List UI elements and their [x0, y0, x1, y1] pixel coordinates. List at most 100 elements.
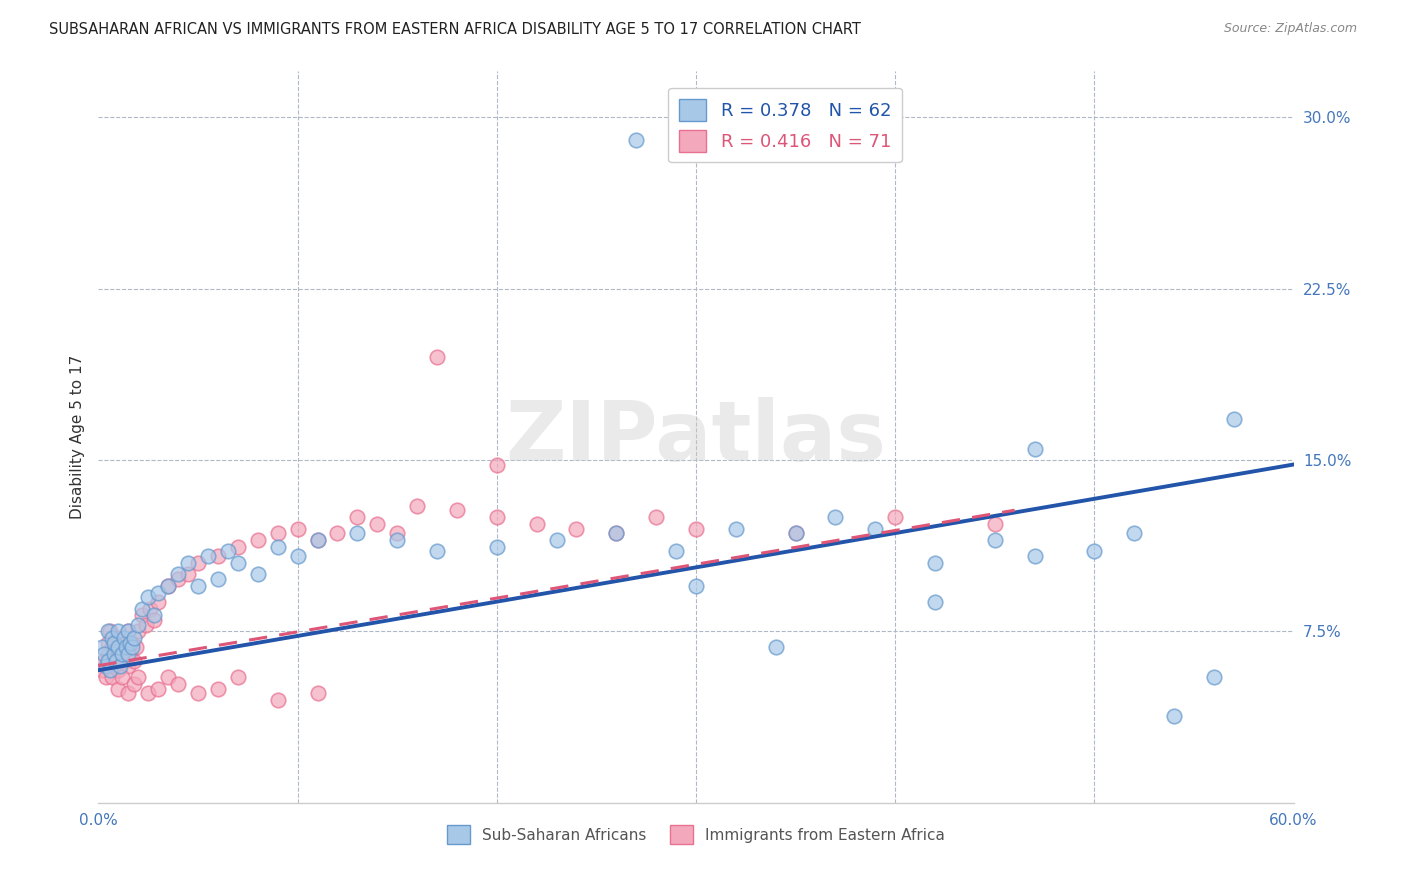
Point	[103, 636, 125, 650]
Point	[93, 647, 115, 661]
Point	[485, 510, 508, 524]
Point	[107, 640, 129, 655]
Point	[97, 654, 120, 668]
Point	[91, 640, 114, 655]
Point	[157, 579, 180, 593]
Point	[127, 617, 149, 632]
Point	[167, 567, 190, 582]
Point	[117, 624, 139, 639]
Point	[924, 556, 946, 570]
Point	[645, 510, 668, 524]
Point	[167, 677, 190, 691]
Point	[287, 521, 309, 535]
Point	[1123, 526, 1146, 541]
Point	[197, 549, 219, 563]
Point	[115, 640, 138, 655]
Point	[110, 647, 132, 661]
Point	[124, 632, 146, 646]
Point	[446, 503, 468, 517]
Point	[1024, 549, 1046, 563]
Point	[111, 640, 134, 655]
Point	[665, 544, 688, 558]
Point	[485, 458, 508, 472]
Point	[785, 526, 807, 541]
Point	[1083, 544, 1105, 558]
Point	[101, 640, 124, 655]
Point	[287, 549, 309, 563]
Point	[110, 658, 132, 673]
Text: Source: ZipAtlas.com: Source: ZipAtlas.com	[1223, 22, 1357, 36]
Point	[187, 686, 209, 700]
Point	[526, 516, 548, 531]
Point	[226, 556, 249, 570]
Point	[385, 533, 409, 547]
Point	[346, 510, 368, 524]
Point	[96, 658, 118, 673]
Text: SUBSAHARAN AFRICAN VS IMMIGRANTS FROM EASTERN AFRICA DISABILITY AGE 5 TO 17 CORR: SUBSAHARAN AFRICAN VS IMMIGRANTS FROM EA…	[49, 22, 860, 37]
Point	[121, 640, 143, 655]
Point	[124, 654, 146, 668]
Point	[124, 677, 146, 691]
Point	[167, 572, 190, 586]
Point	[207, 572, 229, 586]
Point	[98, 658, 122, 673]
Point	[984, 533, 1007, 547]
Point	[426, 350, 449, 364]
Point	[605, 526, 627, 541]
Point	[98, 663, 122, 677]
Point	[924, 595, 946, 609]
Point	[626, 133, 648, 147]
Point	[307, 686, 329, 700]
Point	[226, 670, 249, 684]
Point	[326, 526, 349, 541]
Point	[98, 624, 122, 639]
Point	[97, 647, 120, 661]
Point	[112, 636, 135, 650]
Point	[143, 608, 166, 623]
Point	[120, 636, 142, 650]
Point	[207, 681, 229, 696]
Point	[105, 658, 128, 673]
Point	[105, 654, 128, 668]
Point	[226, 540, 249, 554]
Point	[267, 540, 290, 554]
Point	[148, 681, 170, 696]
Point	[111, 670, 134, 684]
Point	[93, 654, 115, 668]
Point	[824, 510, 846, 524]
Point	[107, 663, 129, 677]
Point	[148, 595, 170, 609]
Point	[117, 686, 139, 700]
Point	[107, 681, 129, 696]
Point	[120, 647, 142, 661]
Point	[217, 544, 239, 558]
Point	[884, 510, 907, 524]
Point	[117, 647, 139, 661]
Point	[865, 521, 887, 535]
Point	[117, 624, 139, 639]
Point	[984, 516, 1007, 531]
Point	[96, 670, 118, 684]
Point	[1223, 412, 1246, 426]
Point	[111, 647, 134, 661]
Point	[406, 499, 429, 513]
Point	[177, 556, 200, 570]
Point	[426, 544, 449, 558]
Point	[1024, 442, 1046, 456]
Point	[115, 647, 138, 661]
Point	[207, 549, 229, 563]
Point	[307, 533, 329, 547]
Point	[136, 590, 159, 604]
Point	[131, 608, 153, 623]
Point	[267, 693, 290, 707]
Point	[307, 533, 329, 547]
Point	[605, 526, 627, 541]
Point	[112, 632, 135, 646]
Y-axis label: Disability Age 5 to 17: Disability Age 5 to 17	[69, 355, 84, 519]
Point	[765, 640, 787, 655]
Point	[267, 526, 290, 541]
Point	[107, 632, 129, 646]
Point	[135, 617, 157, 632]
Point	[107, 624, 129, 639]
Point	[125, 640, 148, 655]
